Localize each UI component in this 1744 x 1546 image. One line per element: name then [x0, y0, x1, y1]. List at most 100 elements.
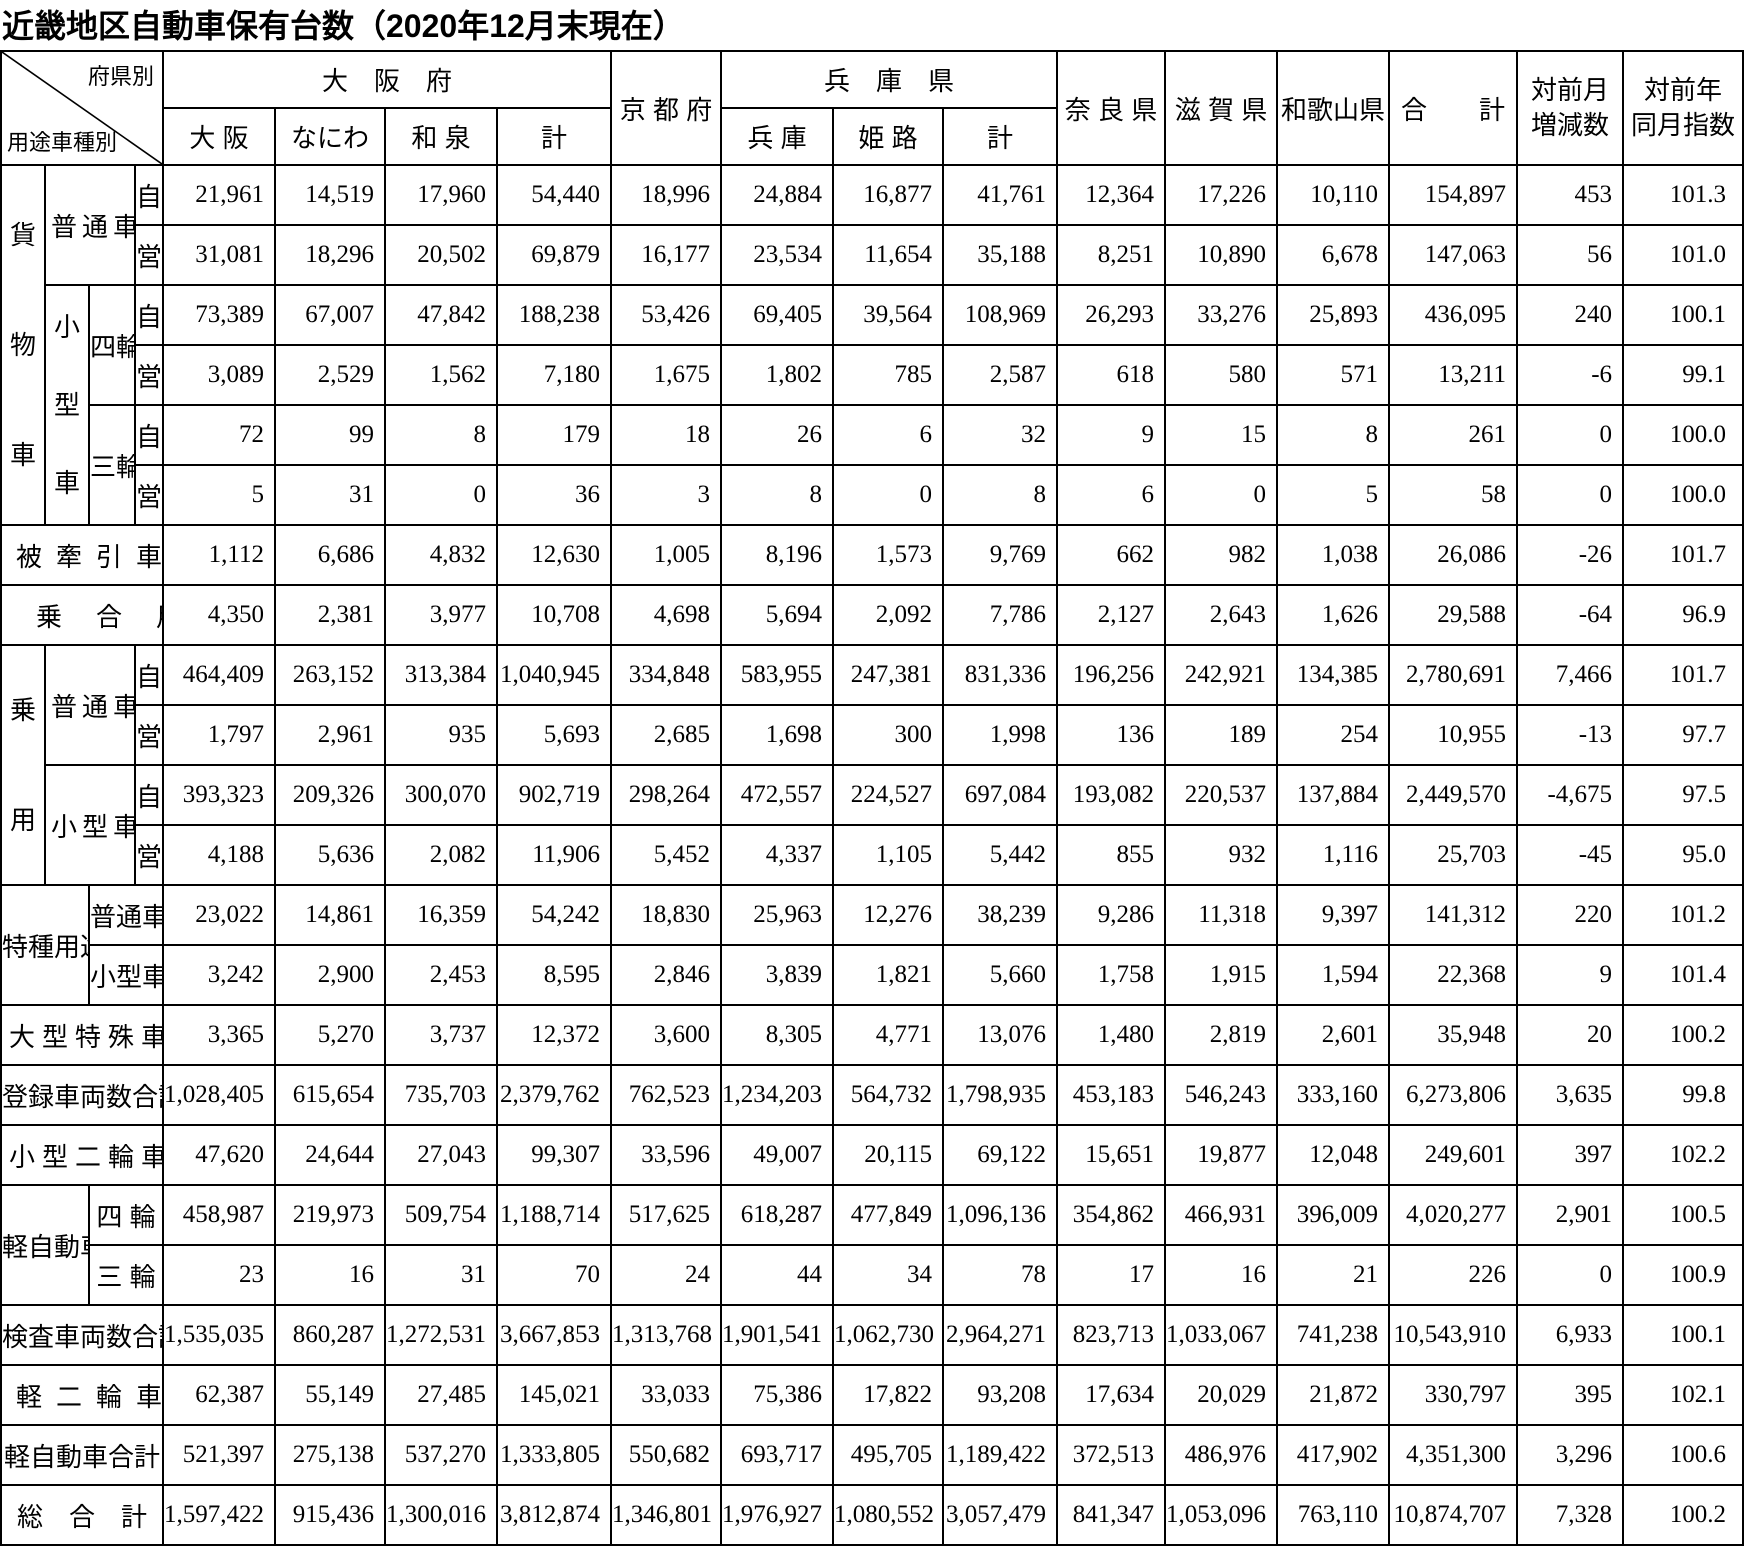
value-cell: 18: [610, 404, 723, 466]
row-label-small: 小型車: [88, 944, 164, 1006]
row-inspected-total: 検査車両数合計 1,535,035860,2871,272,5313,667,8…: [0, 1304, 1744, 1366]
value-cell: 3,667,853: [495, 1304, 613, 1366]
row-label-business: 営: [134, 224, 164, 286]
value-cell: 263,152: [274, 644, 386, 706]
value-cell: 618: [1056, 344, 1167, 406]
value-cell: 18,830: [610, 884, 723, 946]
value-cell: 100.1: [1622, 1304, 1744, 1366]
value-cell: 21,961: [162, 164, 276, 226]
corner-label-vehicle-type: 用途車種別: [7, 130, 118, 155]
value-cell: 453: [1516, 164, 1625, 226]
value-cell: 23: [162, 1244, 276, 1306]
value-cell: 9,397: [1276, 884, 1391, 946]
value-cell: 464,409: [162, 644, 276, 706]
value-cell: 0: [832, 464, 945, 526]
value-cell: 495,705: [832, 1424, 945, 1486]
value-cell: 7,466: [1516, 644, 1625, 706]
col-header-wakayama: 和歌山県: [1276, 50, 1391, 166]
row-label-large-special: 大型特殊車: [0, 1004, 164, 1066]
value-cell: 275,138: [274, 1424, 386, 1486]
row-label-four-wheel: 四 輪: [88, 1184, 164, 1246]
value-cell: 8,196: [720, 524, 835, 586]
value-cell: 8,595: [495, 944, 613, 1006]
value-cell: 20,029: [1164, 1364, 1279, 1426]
value-cell: 1,053,096: [1164, 1484, 1279, 1546]
page-title: 近畿地区自動車保有台数（2020年12月末現在）: [2, 8, 685, 44]
value-cell: 16: [274, 1244, 386, 1306]
value-cell: 97.5: [1622, 764, 1744, 826]
value-cell: 397: [1516, 1124, 1625, 1186]
value-cell: 1,116: [1276, 824, 1391, 886]
value-cell: 785: [832, 344, 945, 406]
value-cell: 354,862: [1056, 1184, 1167, 1246]
value-cell: 9: [1516, 944, 1625, 1006]
value-cell: 10,110: [1276, 164, 1391, 226]
row-label-kei-motorcycle: 軽二輪車: [0, 1364, 164, 1426]
value-cell: 27,485: [384, 1364, 498, 1426]
value-cell: 902,719: [495, 764, 613, 826]
row-passenger-small-business: 営 4,188 5,636 2,082 11,906 5,452 4,337 1,105 5,…: [1, 824, 1744, 886]
value-cell: 831,336: [942, 644, 1059, 706]
value-cell: 1,594: [1276, 944, 1391, 1006]
value-cell: 2,381: [274, 584, 386, 646]
value-cell: 2,780,691: [1388, 644, 1519, 706]
row-label-three-wheel: 三輪: [88, 404, 136, 526]
col-header-osaka-sum: 計: [495, 107, 613, 166]
value-cell: 240: [1516, 284, 1625, 346]
value-cell: 3,635: [1516, 1064, 1625, 1126]
value-cell: 10,708: [495, 584, 613, 646]
value-cell: 254: [1276, 704, 1391, 766]
value-cell: 219,973: [274, 1184, 386, 1246]
value-cell: 69,122: [942, 1124, 1059, 1186]
value-cell: 735,703: [384, 1064, 498, 1126]
value-cell: 662: [1056, 524, 1167, 586]
value-cell: 1,188,714: [495, 1184, 613, 1246]
value-cell: -64: [1516, 584, 1625, 646]
value-cell: 97.7: [1622, 704, 1744, 766]
value-cell: 396,009: [1276, 1184, 1391, 1246]
value-cell: 33,033: [610, 1364, 723, 1426]
row-label-small-motorcycle: 小型二輪車: [0, 1124, 164, 1186]
value-cell: 0: [1516, 464, 1625, 526]
value-cell: 18,996: [610, 164, 723, 226]
value-cell: 70: [495, 1244, 613, 1306]
row-label-business: 営: [134, 464, 164, 526]
row-label-standard: 普通車: [44, 644, 136, 766]
value-cell: 2,643: [1164, 584, 1279, 646]
row-label-towed: 被牽引車: [0, 524, 164, 586]
col-header-naniwa: なにわ: [274, 107, 386, 166]
value-cell: 58: [1388, 464, 1519, 526]
value-cell: 741,238: [1276, 1304, 1391, 1366]
row-label-four-wheel: 四輪: [88, 284, 136, 406]
value-cell: 100.2: [1622, 1004, 1744, 1066]
value-cell: 393,323: [162, 764, 276, 826]
value-cell: 935: [384, 704, 498, 766]
value-cell: 29,588: [1388, 584, 1519, 646]
value-cell: 330,797: [1388, 1364, 1519, 1426]
value-cell: 16: [1164, 1244, 1279, 1306]
value-cell: 823,713: [1056, 1304, 1167, 1366]
value-cell: 22,368: [1388, 944, 1519, 1006]
value-cell: 4,698: [610, 584, 723, 646]
corner-header-cell: 府県別 用途車種別: [0, 50, 164, 166]
value-cell: 11,654: [832, 224, 945, 286]
value-cell: 5: [162, 464, 276, 526]
value-cell: 101.0: [1622, 224, 1744, 286]
row-label-standard: 普通車: [88, 884, 164, 946]
value-cell: 7,786: [942, 584, 1059, 646]
row-label-private: 自: [134, 764, 164, 826]
value-cell: 472,557: [720, 764, 835, 826]
value-cell: 5,270: [274, 1004, 386, 1066]
value-cell: 618,287: [720, 1184, 835, 1246]
row-label-small-vertical: 小 型 車: [44, 284, 90, 526]
value-cell: 1,033,067: [1164, 1304, 1279, 1366]
value-cell: 27,043: [384, 1124, 498, 1186]
value-cell: 3,737: [384, 1004, 498, 1066]
value-cell: 53,426: [610, 284, 723, 346]
value-cell: 3,296: [1516, 1424, 1625, 1486]
value-cell: 23,022: [162, 884, 276, 946]
value-cell: 2,587: [942, 344, 1059, 406]
value-cell: 20: [1516, 1004, 1625, 1066]
value-cell: 1,915: [1164, 944, 1279, 1006]
